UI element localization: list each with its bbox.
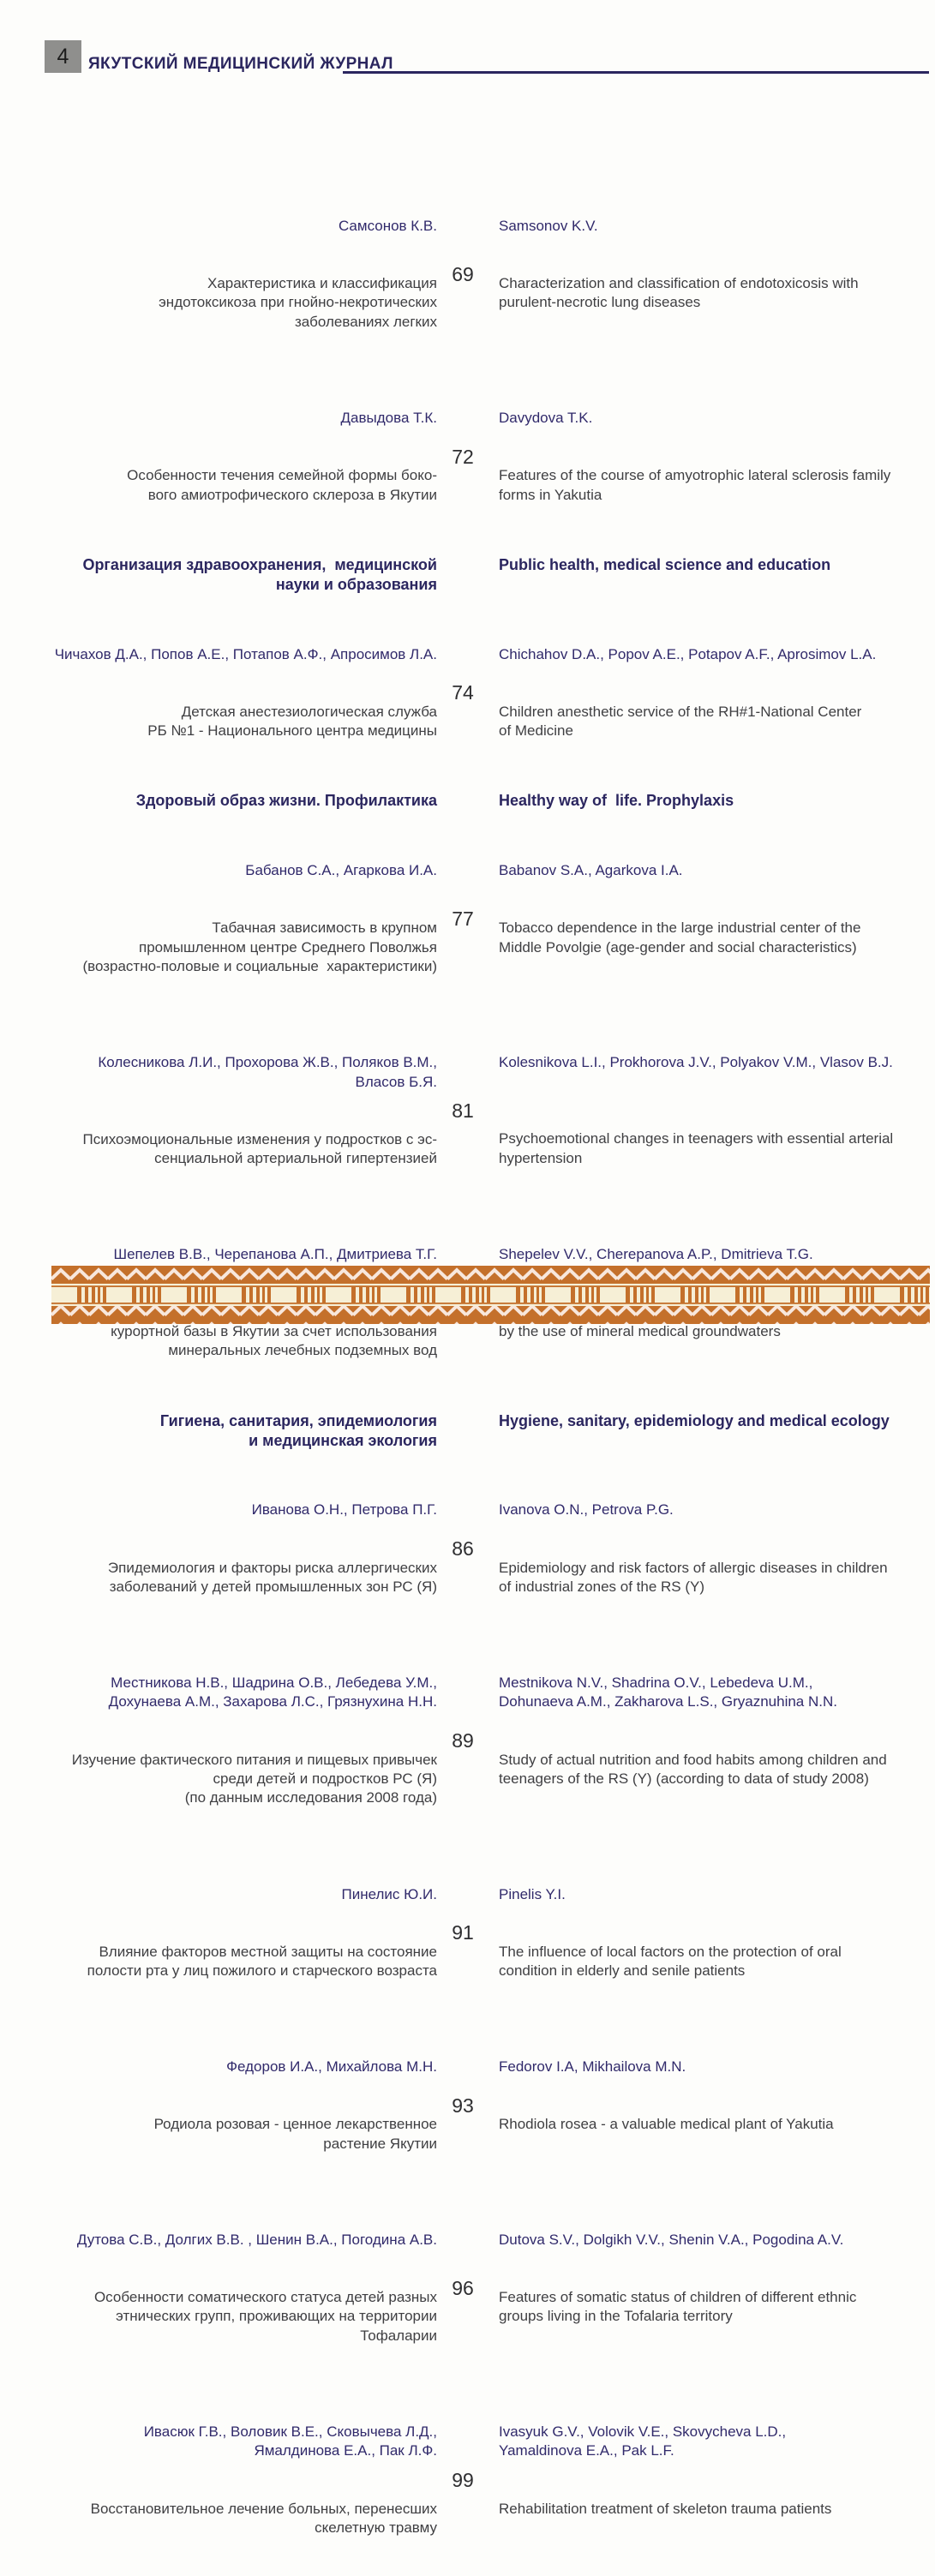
- en-title: Children anesthetic service of the RH#1-…: [499, 703, 862, 740]
- ru-authors: Шепелев В.В., Черепанова А.П., Дмитриева…: [113, 1246, 437, 1263]
- section-title-en: Public health, medical science and educa…: [499, 555, 831, 573]
- en-title: Epidemiology and risk factors of allergi…: [499, 1559, 888, 1595]
- ru-title: Родиола розовая - ценное лекарственное р…: [153, 2116, 437, 2152]
- ru-authors: Федоров И.А., Михайлова М.Н.: [226, 2058, 437, 2076]
- toc-row: Колесникова Л.И., Прохорова Ж.В., Поляко…: [51, 1015, 930, 1207]
- ru-authors: Местникова Н.В., Шадрина О.В., Лебедева …: [108, 1674, 437, 1710]
- en-authors: Pinelis Y.I.: [499, 1885, 566, 1902]
- ru-title: Детская анестезиологическая служба РБ №1…: [147, 703, 437, 740]
- page-ref: 74: [452, 681, 474, 704]
- en-title: Psychoemotional changes in teenagers wit…: [499, 1130, 894, 1166]
- en-title: Study of actual nutrition and food habit…: [499, 1751, 887, 1788]
- en-authors: Shepelev V.V., Cherepanova A.P., Dmitrie…: [499, 1246, 813, 1263]
- toc-row: Местникова Н.В., Шадрина О.В., Лебедева …: [51, 1635, 930, 1846]
- ru-title: Влияние факторов местной защиты на состо…: [87, 1943, 437, 1980]
- section-title-en: Hygiene, sanitary, epidemiology and medi…: [499, 1411, 890, 1429]
- section-title-ru: Здоровый образ жизни. Профилактика: [135, 792, 437, 810]
- en-title: Rehabilitation treatment of skeleton tra…: [499, 2500, 832, 2517]
- section-title-en: Healthy way of life. Prophylaxis: [499, 792, 734, 810]
- toc-row: Бабанов С.А., Агаркова И.А. Табачная зав…: [51, 823, 930, 1015]
- ru-title: Психоэмоциональные изменения у подростко…: [82, 1130, 438, 1167]
- ornament-border: [51, 1266, 930, 1324]
- ru-authors: Колесникова Л.И., Прохорова Ж.В., Поляко…: [98, 1054, 437, 1090]
- ru-authors: Ивасюк Г.В., Воловик В.Е., Сковычева Л.Д…: [143, 2423, 437, 2459]
- ru-authors: Дутова С.В., Долгих В.В. , Шенин В.А., П…: [76, 2231, 437, 2248]
- ru-title: Эпидемиология и факторы риска аллергичес…: [107, 1559, 437, 1595]
- en-authors: Babanov S.A., Agarkova I.A.: [499, 862, 683, 879]
- en-title: Features of somatic status of children o…: [499, 2289, 857, 2325]
- en-authors: Mestnikova N.V., Shadrina O.V., Lebedeva…: [499, 1674, 837, 1710]
- page-number: 4: [57, 44, 69, 69]
- page-ref: 91: [452, 1921, 474, 1944]
- page-ref: 72: [452, 445, 474, 468]
- toc-row: Федоров И.А., Михайлова М.Н. Родиола роз…: [51, 2019, 930, 2192]
- ru-title: Изучение фактического питания и пищевых …: [71, 1751, 437, 1806]
- en-title: Characterization and classification of e…: [499, 275, 859, 311]
- ru-authors: Давыдова Т.К.: [340, 409, 437, 426]
- ru-authors: Иванова О.Н., Петрова П.Г.: [251, 1501, 437, 1519]
- toc-row: Давыдова Т.К. Особенности течения семейн…: [51, 370, 930, 543]
- en-authors: Fedorov I.A, Mikhailova M.N.: [499, 2058, 686, 2076]
- toc-row: Самсонов К.В. Характеристика и классифик…: [51, 178, 930, 370]
- section-title-ru: Организация здравоохранения, медицинской…: [82, 555, 437, 593]
- toc-section-row: Организация здравоохранения, медицинской…: [51, 555, 930, 595]
- toc-row: Чичахов Д.А., Попов А.Е., Потапов А.Ф., …: [51, 607, 930, 780]
- ru-authors: Самсонов К.В.: [338, 217, 437, 234]
- journal-title: ЯКУТСКИЙ МЕДИЦИНСКИЙ ЖУРНАЛ: [88, 55, 393, 73]
- section-title-ru: Гигиена, санитария, эпидемиология и меди…: [159, 1411, 437, 1449]
- ru-title: Особенности соматического статуса детей …: [93, 2289, 437, 2344]
- en-authors: Kolesnikova L.I., Prokhorova J.V., Polya…: [499, 1054, 893, 1071]
- page-ref: 69: [452, 262, 474, 285]
- en-authors: Dutova S.V., Dolgikh V.V., Shenin V.A., …: [499, 2231, 844, 2248]
- toc-row: Ивасюк Г.В., Воловик В.Е., Сковычева Л.Д…: [51, 2384, 930, 2576]
- toc-section-row: Здоровый образ жизни. Профилактика Healt…: [51, 791, 930, 811]
- en-title: Rhodiola rosea - a valuable medical plan…: [499, 2116, 834, 2133]
- table-of-contents: Самсонов К.В. Характеристика и классифик…: [51, 178, 930, 2576]
- page-ref: 99: [452, 2468, 474, 2491]
- ru-title: Табачная зависимость в крупном промышлен…: [82, 920, 437, 975]
- header-rule: [343, 71, 929, 74]
- en-title: The influence of local factors on the pr…: [499, 1943, 842, 1980]
- en-authors: Ivasyuk G.V., Volovik V.E., Skovycheva L…: [499, 2423, 787, 2459]
- en-authors: Davydova T.K.: [499, 409, 593, 426]
- en-title: Features of the course of amyotrophic la…: [499, 467, 891, 503]
- page-ref: 77: [452, 908, 474, 931]
- ru-authors: Чичахов Д.А., Попов А.Е., Потапов А.Ф., …: [54, 645, 437, 662]
- page-ref: 81: [452, 1099, 474, 1123]
- ru-authors: Бабанов С.А., Агаркова И.А.: [245, 862, 437, 879]
- ru-title: Характеристика и классификация эндотокси…: [159, 275, 437, 330]
- toc-section-row: Гигиена, санитария, эпидемиология и меди…: [51, 1411, 930, 1451]
- page-ref: 96: [452, 2276, 474, 2299]
- ru-authors: Пинелис Ю.И.: [341, 1885, 437, 1902]
- ru-title: Особенности течения семейной формы боко-…: [127, 467, 437, 503]
- page-ref: 86: [452, 1537, 474, 1561]
- toc-row: Иванова О.Н., Петрова П.Г. Эпидемиология…: [51, 1463, 930, 1636]
- toc-row: Дутова С.В., Долгих В.В. , Шенин В.А., П…: [51, 2192, 930, 2384]
- toc-row: Пинелис Ю.И. Влияние факторов местной за…: [51, 1847, 930, 2020]
- en-title: Tobacco dependence in the large industri…: [499, 920, 861, 956]
- page-number-box: 4: [45, 40, 81, 73]
- page-ref: 89: [452, 1729, 474, 1752]
- en-authors: Samsonov K.V.: [499, 217, 598, 234]
- journal-toc-page: { "header": { "page_number": "4", "journ…: [45, 40, 930, 2536]
- page-ref: 93: [452, 2094, 474, 2117]
- en-authors: Ivanova O.N., Petrova P.G.: [499, 1501, 674, 1519]
- ru-title: Восстановительное лечение больных, перен…: [90, 2500, 437, 2536]
- en-authors: Chichahov D.A., Popov A.E., Potapov A.F.…: [499, 645, 877, 662]
